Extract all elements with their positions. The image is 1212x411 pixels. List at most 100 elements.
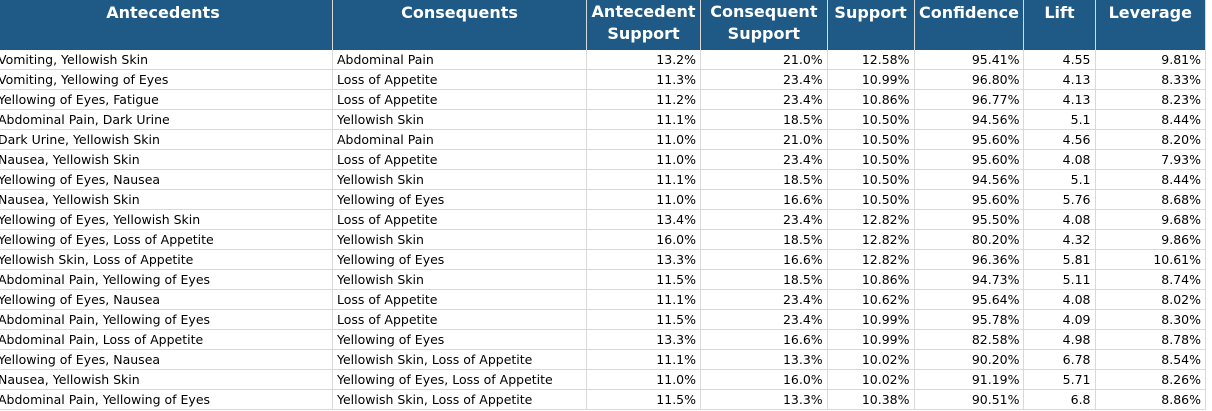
cell-leverage[interactable]: 8.02% [1095,289,1207,310]
cell-confidence[interactable]: 96.80% [914,69,1025,90]
cell-consequents[interactable]: Yellowish Skin, Loss of Appetite [332,389,588,410]
cell-confidence[interactable]: 95.64% [914,289,1025,310]
cell-support[interactable]: 10.99% [827,69,915,90]
cell-antecedents[interactable]: Yellowing of Eyes, Nausea [0,349,333,370]
cell-antecedents[interactable]: Yellowing of Eyes, Yellowish Skin [0,209,333,230]
cell-lift[interactable]: 5.11 [1023,269,1096,290]
cell-antecedents[interactable]: Nausea, Yellowish Skin [0,369,333,390]
cell-consequents[interactable]: Yellowish Skin [332,229,588,250]
cell-lift[interactable]: 5.76 [1023,189,1096,210]
cell-antecedents[interactable]: Yellowing of Eyes, Loss of Appetite [0,229,333,250]
cell-support[interactable]: 10.02% [827,349,915,370]
cell-consequent-support[interactable]: 23.4% [700,89,828,110]
cell-confidence[interactable]: 91.19% [914,369,1025,390]
cell-leverage[interactable]: 8.26% [1095,369,1207,390]
cell-lift[interactable]: 4.13 [1023,69,1096,90]
cell-lift[interactable]: 5.71 [1023,369,1096,390]
cell-confidence[interactable]: 90.20% [914,349,1025,370]
cell-lift[interactable]: 4.08 [1023,149,1096,170]
cell-support[interactable]: 12.82% [827,209,915,230]
cell-consequent-support[interactable]: 18.5% [700,169,828,190]
header-lift[interactable]: Lift [1023,0,1096,50]
cell-consequents[interactable]: Loss of Appetite [332,149,588,170]
cell-leverage[interactable]: 8.44% [1095,109,1207,130]
cell-confidence[interactable]: 95.60% [914,149,1025,170]
cell-confidence[interactable]: 95.60% [914,129,1025,150]
cell-lift[interactable]: 5.1 [1023,109,1096,130]
cell-support[interactable]: 12.58% [827,50,915,70]
cell-leverage[interactable]: 8.30% [1095,309,1207,330]
cell-lift[interactable]: 5.81 [1023,249,1096,270]
cell-consequents[interactable]: Yellowing of Eyes [332,329,588,350]
cell-antecedent-support[interactable]: 11.5% [586,269,702,290]
cell-lift[interactable]: 5.1 [1023,169,1096,190]
cell-consequent-support[interactable]: 21.0% [700,50,828,70]
cell-lift[interactable]: 4.55 [1023,50,1096,70]
cell-lift[interactable]: 6.8 [1023,389,1096,410]
cell-support[interactable]: 10.02% [827,369,915,390]
cell-consequent-support[interactable]: 23.4% [700,209,828,230]
cell-confidence[interactable]: 90.51% [914,389,1025,410]
cell-support[interactable]: 12.82% [827,249,915,270]
cell-confidence[interactable]: 94.73% [914,269,1025,290]
cell-support[interactable]: 12.82% [827,229,915,250]
cell-leverage[interactable]: 9.68% [1095,209,1207,230]
cell-support[interactable]: 10.99% [827,309,915,330]
cell-consequent-support[interactable]: 13.3% [700,389,828,410]
cell-consequent-support[interactable]: 23.4% [700,289,828,310]
cell-consequents[interactable]: Yellowish Skin, Loss of Appetite [332,349,588,370]
cell-antecedents[interactable]: Vomiting, Yellowish Skin [0,50,333,70]
cell-consequent-support[interactable]: 23.4% [700,149,828,170]
cell-support[interactable]: 10.50% [827,169,915,190]
cell-antecedent-support[interactable]: 11.0% [586,149,702,170]
cell-lift[interactable]: 4.32 [1023,229,1096,250]
cell-support[interactable]: 10.99% [827,329,915,350]
cell-leverage[interactable]: 8.68% [1095,189,1207,210]
header-antecedents[interactable]: Antecedents [0,0,333,50]
cell-support[interactable]: 10.50% [827,149,915,170]
cell-support[interactable]: 10.50% [827,189,915,210]
cell-consequent-support[interactable]: 16.0% [700,369,828,390]
cell-leverage[interactable]: 8.54% [1095,349,1207,370]
cell-confidence[interactable]: 94.56% [914,169,1025,190]
cell-antecedents[interactable]: Nausea, Yellowish Skin [0,149,333,170]
cell-antecedent-support[interactable]: 11.1% [586,289,702,310]
cell-antecedent-support[interactable]: 11.1% [586,349,702,370]
cell-consequents[interactable]: Loss of Appetite [332,209,588,230]
cell-antecedent-support[interactable]: 11.3% [586,69,702,90]
cell-consequent-support[interactable]: 16.6% [700,329,828,350]
cell-consequents[interactable]: Abdominal Pain [332,129,588,150]
cell-support[interactable]: 10.50% [827,129,915,150]
cell-confidence[interactable]: 80.20% [914,229,1025,250]
cell-antecedent-support[interactable]: 13.3% [586,329,702,350]
cell-leverage[interactable]: 8.86% [1095,389,1207,410]
cell-leverage[interactable]: 7.93% [1095,149,1207,170]
cell-confidence[interactable]: 96.36% [914,249,1025,270]
cell-antecedents[interactable]: Abdominal Pain, Dark Urine [0,109,333,130]
cell-consequents[interactable]: Yellowish Skin [332,169,588,190]
cell-consequents[interactable]: Abdominal Pain [332,50,588,70]
cell-confidence[interactable]: 94.56% [914,109,1025,130]
cell-antecedents[interactable]: Abdominal Pain, Yellowing of Eyes [0,389,333,410]
cell-antecedents[interactable]: Abdominal Pain, Loss of Appetite [0,329,333,350]
cell-lift[interactable]: 6.78 [1023,349,1096,370]
cell-lift[interactable]: 4.56 [1023,129,1096,150]
cell-antecedent-support[interactable]: 16.0% [586,229,702,250]
cell-antecedents[interactable]: Yellowing of Eyes, Nausea [0,289,333,310]
cell-confidence[interactable]: 96.77% [914,89,1025,110]
cell-antecedent-support[interactable]: 13.3% [586,249,702,270]
cell-consequent-support[interactable]: 16.6% [700,249,828,270]
header-antecedent-support[interactable]: Antecedent Support [586,0,702,50]
cell-consequents[interactable]: Yellowish Skin [332,109,588,130]
cell-consequents[interactable]: Yellowish Skin [332,269,588,290]
cell-lift[interactable]: 4.98 [1023,329,1096,350]
cell-antecedents[interactable]: Abdominal Pain, Yellowing of Eyes [0,309,333,330]
cell-leverage[interactable]: 8.20% [1095,129,1207,150]
cell-consequent-support[interactable]: 13.3% [700,349,828,370]
cell-lift[interactable]: 4.09 [1023,309,1096,330]
cell-leverage[interactable]: 9.86% [1095,229,1207,250]
cell-leverage[interactable]: 9.81% [1095,50,1207,70]
header-confidence[interactable]: Confidence [914,0,1025,50]
cell-consequent-support[interactable]: 18.5% [700,109,828,130]
cell-antecedents[interactable]: Yellowing of Eyes, Fatigue [0,89,333,110]
